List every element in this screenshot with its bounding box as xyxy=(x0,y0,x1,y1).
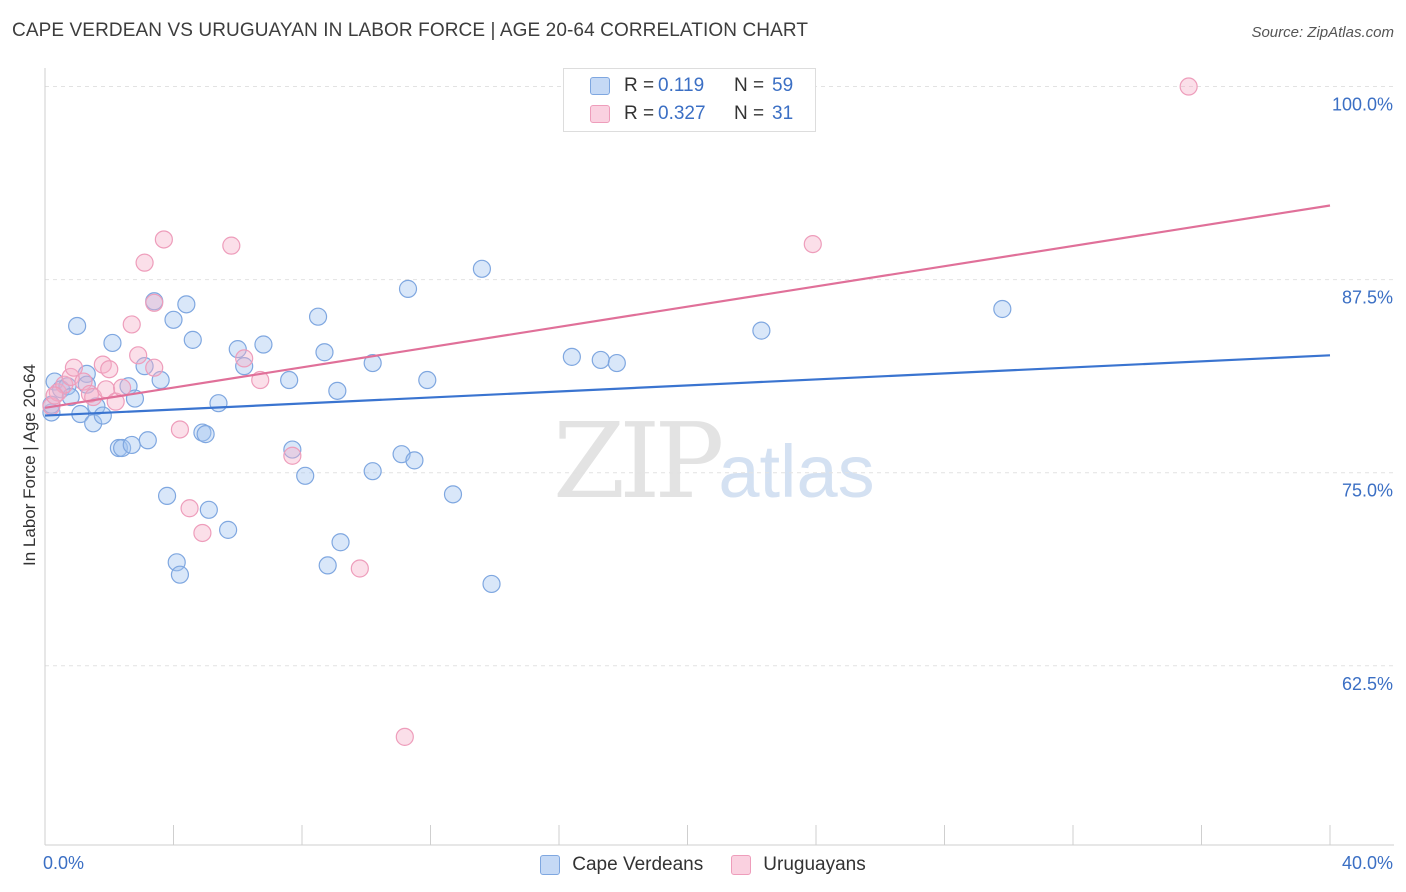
legend-swatch-pink xyxy=(590,105,610,123)
y-tick-label: 87.5% xyxy=(1342,288,1393,308)
x-tick-labels: 0.0% 40.0% xyxy=(43,853,1393,873)
data-point xyxy=(180,499,199,518)
data-point xyxy=(183,330,202,349)
data-point xyxy=(482,574,501,594)
trend-line xyxy=(44,354,1331,417)
data-point xyxy=(283,446,302,465)
legend-row-uruguayans: R = 0.327 N = 31 xyxy=(590,102,793,126)
zipatlas-watermark: ZIPatlas xyxy=(553,400,875,522)
data-point xyxy=(363,462,382,481)
data-point xyxy=(283,440,302,459)
data-point xyxy=(315,343,334,362)
data-point xyxy=(138,431,157,450)
axes xyxy=(44,68,1394,846)
data-point xyxy=(64,358,84,377)
y-axis-label: In Labor Force | Age 20-64 xyxy=(20,364,39,566)
legend-r-value: 0.327 xyxy=(658,103,706,124)
data-point xyxy=(164,310,183,329)
trend-lines xyxy=(44,204,1331,417)
y-tick-label: 62.5% xyxy=(1342,674,1393,694)
data-point xyxy=(363,353,382,373)
data-point xyxy=(1179,77,1198,96)
data-point xyxy=(308,307,328,326)
data-point xyxy=(100,360,119,379)
data-point xyxy=(157,486,177,505)
data-point xyxy=(222,236,241,255)
data-point xyxy=(328,381,347,400)
data-point xyxy=(803,234,822,254)
data-point xyxy=(418,370,437,390)
data-point xyxy=(443,485,463,504)
legend-r-label: R = xyxy=(624,103,655,124)
data-point xyxy=(752,321,771,340)
data-point xyxy=(235,357,254,376)
data-point xyxy=(607,353,626,373)
data-point xyxy=(280,370,299,390)
series-uruguayans xyxy=(42,77,1198,746)
legend-n-value: 59 xyxy=(772,75,794,96)
x-tick-label: 40.0% xyxy=(1342,853,1393,873)
data-point xyxy=(405,451,424,470)
watermark-zip: ZIP xyxy=(553,400,724,522)
data-point xyxy=(331,533,350,552)
data-point xyxy=(296,466,315,485)
data-point xyxy=(318,556,337,575)
trend-line xyxy=(44,204,1331,409)
legend-item-cape-verdeans: Cape Verdeans xyxy=(540,854,703,876)
legend-n-value: 31 xyxy=(772,103,794,124)
legend-item-uruguayans: Uruguayans xyxy=(731,854,866,876)
x-tick-label: 0.0% xyxy=(43,853,84,873)
y-tick-label: 75.0% xyxy=(1342,481,1393,501)
data-point xyxy=(398,279,418,298)
data-point xyxy=(993,299,1012,319)
legend-swatch-pink xyxy=(731,855,752,875)
data-point xyxy=(254,335,273,354)
data-point xyxy=(170,420,190,439)
stats-legend: R = 0.119 N = 59 R = 0.327 N = 31 xyxy=(563,68,816,132)
data-point xyxy=(145,358,164,377)
legend-r-value: 0.119 xyxy=(658,75,705,96)
data-point xyxy=(145,293,164,312)
legend-r-label: R = xyxy=(624,75,655,96)
legend-swatch-blue xyxy=(590,77,610,95)
data-point xyxy=(122,315,141,334)
data-point xyxy=(228,340,247,359)
data-point xyxy=(177,295,196,314)
data-point xyxy=(350,559,369,578)
data-point xyxy=(395,727,414,746)
data-point xyxy=(93,406,112,425)
watermark-atlas: atlas xyxy=(718,430,875,513)
data-point xyxy=(199,500,218,519)
y-tick-labels: 62.5% 75.0% 87.5% 100.0% xyxy=(1332,95,1393,694)
y-tick-label: 100.0% xyxy=(1332,95,1393,115)
data-point xyxy=(154,230,173,249)
data-point xyxy=(219,520,238,539)
data-point xyxy=(129,346,148,365)
legend-label-uruguayans: Uruguayans xyxy=(763,854,866,875)
data-point xyxy=(472,259,491,278)
series-legend: Cape Verdeans Uruguayans xyxy=(0,852,1406,878)
legend-row-cape-verdeans: R = 0.119 N = 59 xyxy=(590,74,793,98)
legend-swatch-blue xyxy=(540,855,561,875)
data-point xyxy=(196,425,215,444)
data-point xyxy=(209,394,228,413)
data-point xyxy=(122,435,141,455)
data-point xyxy=(68,316,87,336)
data-point xyxy=(235,349,254,368)
data-point xyxy=(193,523,212,543)
legend-label-cape-verdeans: Cape Verdeans xyxy=(572,854,704,875)
data-point xyxy=(251,370,270,390)
data-point xyxy=(112,438,132,458)
data-point xyxy=(45,386,64,405)
data-point xyxy=(135,253,154,272)
data-point xyxy=(103,333,122,353)
data-point xyxy=(562,347,581,366)
legend-n-label: N = xyxy=(734,103,765,124)
source-label: Source: ZipAtlas.com xyxy=(1251,24,1394,41)
data-point xyxy=(591,350,610,370)
chart-title: CAPE VERDEAN VS URUGUAYAN IN LABOR FORCE… xyxy=(12,20,809,41)
legend-n-label: N = xyxy=(734,75,765,96)
data-point xyxy=(170,565,190,584)
